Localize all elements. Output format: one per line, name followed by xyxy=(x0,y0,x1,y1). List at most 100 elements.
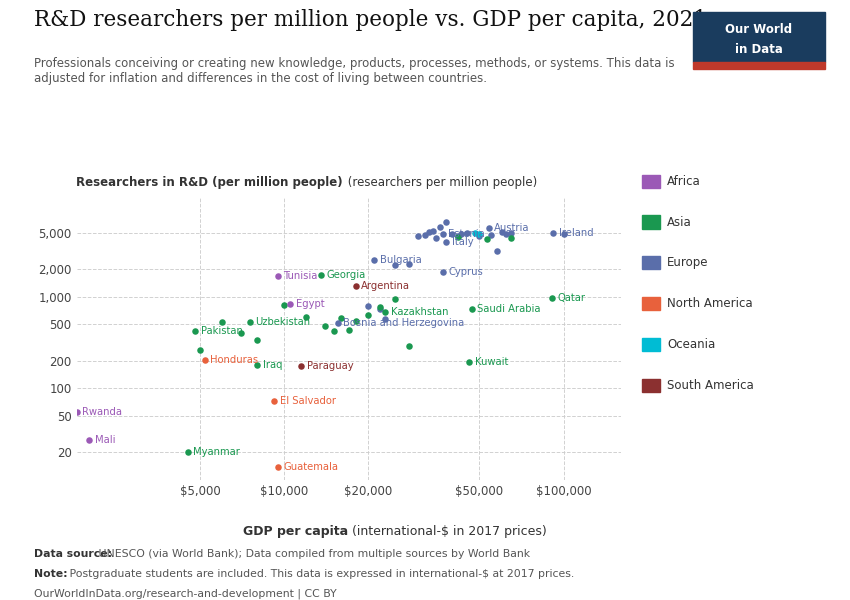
Point xyxy=(473,230,486,239)
Text: Myanmar: Myanmar xyxy=(193,448,240,457)
Text: North America: North America xyxy=(667,297,753,310)
Point xyxy=(455,230,468,239)
Point xyxy=(348,316,362,325)
Point xyxy=(482,223,496,232)
Point xyxy=(436,268,450,277)
Text: Asia: Asia xyxy=(667,215,692,229)
Point xyxy=(495,227,508,237)
Text: Professionals conceiving or creating new knowledge, products, processes, methods: Professionals conceiving or creating new… xyxy=(34,57,675,85)
Point xyxy=(436,230,450,239)
Point xyxy=(326,326,340,336)
Point xyxy=(373,302,387,311)
Text: Egypt: Egypt xyxy=(296,299,324,309)
Text: Georgia: Georgia xyxy=(326,270,366,280)
Point xyxy=(445,229,459,238)
Point xyxy=(439,237,453,247)
Text: GDP per capita: GDP per capita xyxy=(243,525,348,538)
Point xyxy=(451,231,465,241)
Point xyxy=(505,233,518,243)
Point xyxy=(451,232,465,242)
Point xyxy=(462,357,476,367)
Point xyxy=(426,226,439,236)
Point xyxy=(439,218,453,227)
Text: Paraguay: Paraguay xyxy=(307,361,354,371)
Point xyxy=(251,335,264,344)
Point xyxy=(411,232,424,241)
Point xyxy=(546,293,559,302)
Text: Tunisia: Tunisia xyxy=(284,271,318,281)
Text: Researchers in R&D (per million people): Researchers in R&D (per million people) xyxy=(76,176,343,189)
Point xyxy=(547,228,560,238)
Point xyxy=(271,271,285,281)
Text: Guatemala: Guatemala xyxy=(284,461,338,472)
Point xyxy=(460,228,473,238)
Point xyxy=(314,270,327,280)
Point xyxy=(418,230,432,240)
Text: Note:: Note: xyxy=(34,569,68,579)
Point xyxy=(342,326,355,335)
Point xyxy=(251,360,264,370)
Point xyxy=(465,304,479,314)
Text: Cyprus: Cyprus xyxy=(448,268,483,277)
Point xyxy=(319,321,332,331)
Point xyxy=(300,313,314,322)
Text: Postgraduate students are included. This data is expressed in international-$ at: Postgraduate students are included. This… xyxy=(66,569,575,579)
Point xyxy=(505,228,518,238)
Text: Bulgaria: Bulgaria xyxy=(380,256,422,265)
Point xyxy=(331,318,344,328)
Text: Honduras: Honduras xyxy=(211,355,258,365)
Text: Estonia: Estonia xyxy=(448,229,485,239)
Point xyxy=(194,346,207,355)
Point xyxy=(499,230,513,239)
Text: Qatar: Qatar xyxy=(558,293,586,302)
Point xyxy=(271,462,285,472)
Point xyxy=(268,397,281,406)
Text: South America: South America xyxy=(667,379,754,392)
Point xyxy=(284,299,298,308)
Point xyxy=(82,436,96,445)
Text: Bosnia and Herzegovina: Bosnia and Herzegovina xyxy=(343,318,464,328)
Point xyxy=(378,314,392,323)
Text: Kazakhstan: Kazakhstan xyxy=(391,307,448,317)
Point xyxy=(490,246,504,256)
Text: Mali: Mali xyxy=(94,436,115,445)
Point xyxy=(433,222,446,232)
Point xyxy=(557,229,570,238)
Text: Europe: Europe xyxy=(667,256,709,269)
Point xyxy=(479,234,493,244)
Point xyxy=(373,305,387,314)
Text: Saudi Arabia: Saudi Arabia xyxy=(478,304,541,314)
Text: Our World: Our World xyxy=(725,23,792,36)
Point xyxy=(348,281,362,290)
Point xyxy=(216,317,230,327)
Point xyxy=(235,328,248,338)
Text: R&D researchers per million people vs. GDP per capita, 2021: R&D researchers per million people vs. G… xyxy=(34,9,707,31)
Point xyxy=(429,233,443,243)
Text: Africa: Africa xyxy=(667,175,701,188)
Point xyxy=(402,341,416,351)
Text: Argentina: Argentina xyxy=(361,281,410,291)
Point xyxy=(484,230,498,240)
Point xyxy=(335,313,348,323)
Text: Pakistan: Pakistan xyxy=(201,326,242,337)
Text: El Salvador: El Salvador xyxy=(280,397,336,406)
Text: Data source:: Data source: xyxy=(34,549,112,559)
Text: in Data: in Data xyxy=(734,43,783,56)
Point xyxy=(422,227,436,237)
Point xyxy=(402,259,416,269)
Point xyxy=(278,300,292,310)
Point xyxy=(378,307,392,317)
Text: Italy: Italy xyxy=(451,236,473,247)
Point xyxy=(361,310,375,319)
Point xyxy=(367,256,381,265)
Text: Uzbekistan: Uzbekistan xyxy=(255,317,310,327)
Point xyxy=(388,294,402,304)
Point xyxy=(243,317,257,326)
Text: Rwanda: Rwanda xyxy=(82,407,122,417)
Point xyxy=(468,229,481,238)
Point xyxy=(198,355,212,365)
Point xyxy=(388,260,402,270)
Text: Iraq: Iraq xyxy=(263,360,282,370)
Point xyxy=(295,361,309,371)
Point xyxy=(189,326,202,336)
